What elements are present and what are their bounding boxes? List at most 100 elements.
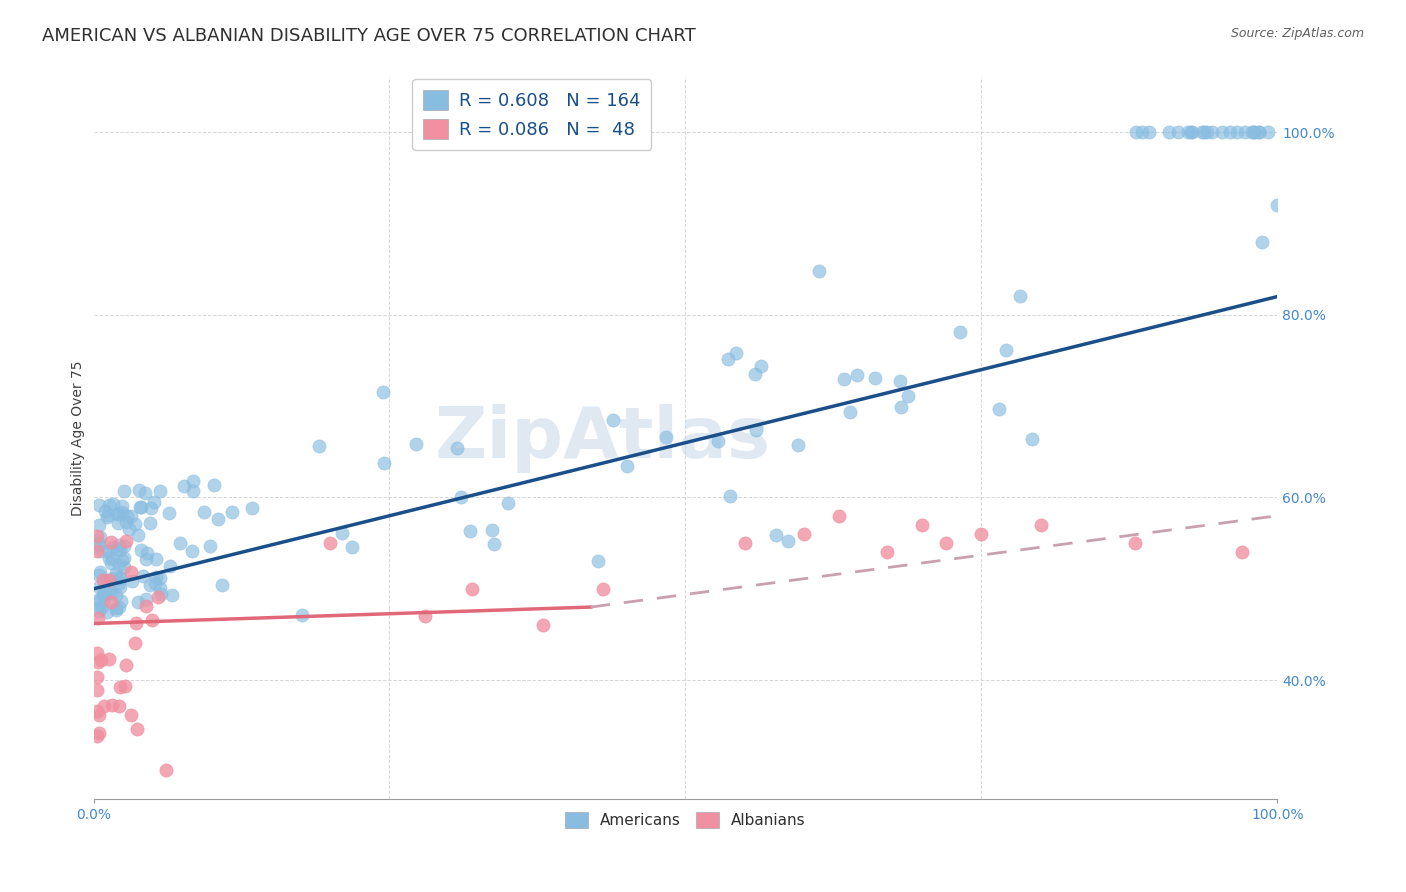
Point: [995, 343, 1018, 357]
Point: [110, 499, 132, 513]
Point: [89, 593, 111, 607]
Point: [602, 413, 624, 427]
Text: ZipAtlas: ZipAtlas: [434, 404, 770, 473]
Point: [718, 489, 741, 503]
Point: [135, 591, 157, 606]
Point: [107, 516, 129, 530]
Point: [87, 655, 110, 669]
Point: [1021, 432, 1043, 446]
Point: [145, 570, 167, 584]
Point: [496, 496, 519, 510]
Point: [150, 587, 173, 601]
Point: [291, 607, 314, 622]
Point: [145, 552, 167, 566]
Point: [149, 581, 172, 595]
Point: [86, 670, 108, 684]
Point: [1180, 125, 1202, 139]
Point: [160, 588, 183, 602]
Point: [91, 587, 114, 601]
Legend: Americans, Albanians: Americans, Albanians: [558, 806, 813, 835]
Point: [114, 516, 136, 530]
Point: [793, 527, 815, 541]
Point: [97, 551, 120, 566]
Point: [143, 575, 166, 590]
Point: [1257, 125, 1279, 139]
Point: [89, 580, 111, 594]
Point: [93, 504, 115, 518]
Point: [446, 442, 468, 456]
Point: [193, 505, 215, 519]
Point: [86, 611, 108, 625]
Point: [586, 554, 609, 568]
Point: [949, 325, 972, 339]
Point: [104, 566, 127, 581]
Point: [1157, 125, 1180, 139]
Point: [112, 539, 135, 553]
Point: [96, 605, 118, 619]
Point: [1219, 125, 1241, 139]
Point: [1211, 125, 1233, 139]
Point: [373, 385, 395, 400]
Point: [97, 508, 120, 522]
Point: [724, 346, 747, 360]
Point: [108, 508, 131, 522]
Point: [988, 401, 1011, 416]
Point: [105, 541, 128, 556]
Point: [105, 601, 128, 615]
Point: [104, 588, 127, 602]
Point: [89, 599, 111, 614]
Point: [838, 405, 860, 419]
Point: [207, 512, 229, 526]
Point: [86, 704, 108, 718]
Point: [889, 375, 911, 389]
Point: [124, 516, 146, 531]
Point: [110, 543, 132, 558]
Point: [1130, 125, 1153, 139]
Point: [97, 573, 120, 587]
Point: [100, 535, 122, 549]
Point: [138, 516, 160, 531]
Y-axis label: Disability Age Over 75: Disability Age Over 75: [72, 360, 86, 516]
Point: [141, 613, 163, 627]
Point: [120, 565, 142, 579]
Point: [127, 595, 149, 609]
Point: [100, 595, 122, 609]
Point: [413, 609, 436, 624]
Point: [1181, 125, 1204, 139]
Point: [97, 498, 120, 512]
Point: [340, 541, 363, 555]
Point: [308, 439, 330, 453]
Point: [86, 544, 108, 558]
Point: [1249, 125, 1271, 139]
Point: [807, 264, 830, 278]
Point: [1137, 125, 1160, 139]
Point: [865, 371, 887, 385]
Point: [330, 526, 353, 541]
Point: [181, 475, 204, 489]
Point: [114, 679, 136, 693]
Point: [114, 534, 136, 549]
Point: [100, 585, 122, 599]
Point: [93, 699, 115, 714]
Point: [155, 764, 177, 778]
Point: [132, 569, 155, 583]
Point: [134, 485, 156, 500]
Point: [828, 508, 851, 523]
Point: [135, 599, 157, 613]
Point: [734, 536, 756, 550]
Point: [96, 574, 118, 588]
Point: [173, 479, 195, 493]
Point: [1243, 125, 1265, 139]
Point: [149, 484, 172, 499]
Point: [128, 483, 150, 497]
Point: [481, 523, 503, 537]
Point: [90, 544, 112, 558]
Point: [845, 368, 868, 382]
Point: [181, 484, 204, 499]
Point: [108, 571, 131, 585]
Point: [107, 507, 129, 521]
Point: [1125, 125, 1147, 139]
Point: [744, 367, 766, 381]
Point: [1177, 125, 1199, 139]
Point: [101, 497, 124, 511]
